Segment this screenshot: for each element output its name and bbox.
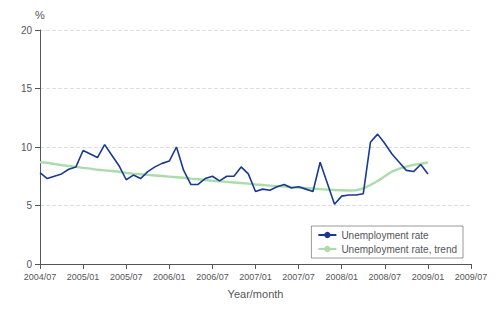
svg-text:2008/01: 2008/01 <box>325 272 358 282</box>
svg-text:2005/01: 2005/01 <box>67 272 100 282</box>
svg-text:20: 20 <box>21 25 33 36</box>
svg-text:Unemployment rate, trend: Unemployment rate, trend <box>341 244 457 255</box>
svg-text:10: 10 <box>21 142 33 153</box>
svg-text:2005/07: 2005/07 <box>110 272 143 282</box>
svg-text:2009/07: 2009/07 <box>455 272 488 282</box>
svg-text:2009/01: 2009/01 <box>412 272 445 282</box>
svg-text:2007/07: 2007/07 <box>282 272 315 282</box>
svg-text:%: % <box>35 9 45 21</box>
svg-text:2004/07: 2004/07 <box>24 272 57 282</box>
svg-text:5: 5 <box>26 200 32 211</box>
svg-text:2008/07: 2008/07 <box>369 272 402 282</box>
svg-text:0: 0 <box>26 259 32 270</box>
svg-text:2006/07: 2006/07 <box>196 272 229 282</box>
svg-text:Year/month: Year/month <box>228 288 284 300</box>
svg-text:2007/01: 2007/01 <box>239 272 272 282</box>
svg-text:15: 15 <box>21 83 33 94</box>
svg-text:Unemployment rate: Unemployment rate <box>341 230 429 241</box>
svg-text:2006/01: 2006/01 <box>153 272 186 282</box>
